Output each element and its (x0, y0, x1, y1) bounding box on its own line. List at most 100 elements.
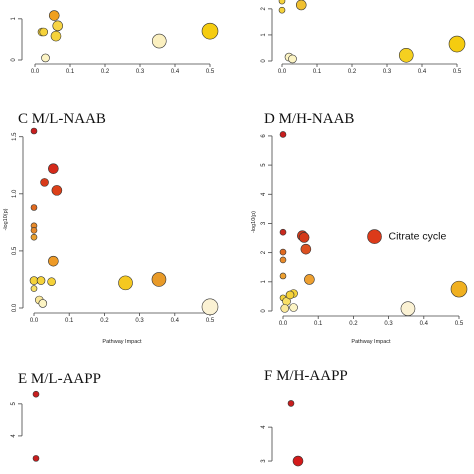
data-point-d (289, 303, 298, 312)
data-point-d (279, 248, 287, 256)
x-tick-label-c: 0.0 (30, 318, 39, 324)
y-tick-label-d: 1 (261, 279, 267, 283)
y-tick-label-b: 2 (261, 7, 267, 11)
data-point-b (398, 47, 414, 63)
x-tick-label-b: 0.1 (313, 69, 322, 75)
data-point-d (279, 272, 287, 280)
y-tick-label-c: 1.0 (12, 189, 18, 198)
data-point-f (292, 455, 304, 467)
panel-c: 0.0 0.5 1.0 1.5 0.0 0.1 0.2 0.3 0.4 0.5 Pathway Im… (3, 127, 219, 345)
y-axis-label-d: -log10(p) (251, 211, 257, 233)
data-point-c (201, 298, 219, 316)
data-point-e (32, 455, 40, 462)
data-point-e (32, 390, 40, 398)
x-tick-label-d: 0.4 (420, 321, 429, 327)
x-tick-label-c: 0.5 (206, 318, 215, 324)
data-point-d (367, 229, 382, 244)
panel-a: 0 1 0.0 0.1 0.2 0.3 0.4 0.5 (11, 10, 219, 75)
data-point-d (304, 274, 315, 285)
x-tick-label-d: 0.5 (455, 321, 464, 327)
y-tick-label-f: 4 (261, 425, 267, 429)
x-tick-label-b: 0.2 (348, 69, 357, 75)
x-tick-label-d: 0.0 (279, 321, 288, 327)
panel-f: 34 (261, 400, 304, 467)
data-point-d (279, 131, 287, 138)
data-point-c (151, 272, 167, 287)
y-tick-label-b: 1 (261, 33, 267, 37)
panel-title-f: F M/H-AAPP (264, 368, 348, 384)
x-tick-label-d: 0.3 (384, 321, 393, 327)
data-point-c (118, 275, 133, 291)
data-point-a (52, 20, 64, 32)
data-point-c (40, 178, 49, 187)
data-point-a (151, 33, 167, 49)
y-tick-label-c: 0.5 (12, 246, 18, 255)
data-point-b (295, 0, 307, 11)
x-axis-label-d: Pathway Impact (351, 339, 391, 345)
data-point-c (51, 185, 63, 196)
data-point-a (48, 10, 60, 21)
y-tick-label-d: 3 (261, 221, 267, 225)
y-tick-label-f: 3 (261, 459, 267, 463)
data-point-a (39, 27, 49, 37)
x-tick-label-d: 0.1 (314, 321, 323, 327)
y-axis-label-c: -log10(p) (3, 208, 9, 230)
data-point-d (400, 301, 416, 316)
panel-e: 45 (11, 390, 40, 462)
data-point-c (30, 285, 38, 292)
y-tick-label-e: 4 (11, 434, 17, 438)
x-tick-label-d: 0.2 (349, 321, 358, 327)
panel-d: 0 1 2 3 4 5 6 0.0 0.1 0.2 0.3 0.4 0.5 Pathway Impact -… (251, 131, 468, 345)
data-point-d (298, 232, 310, 243)
x-tick-label-b: 0.3 (383, 69, 392, 75)
data-point-b (448, 35, 466, 53)
y-tick-label-b: 0 (261, 59, 267, 63)
y-tick-label-c: 0.0 (12, 303, 18, 312)
data-point-a (41, 53, 50, 63)
x-tick-label-c: 0.4 (171, 318, 180, 324)
y-tick-label-e: 5 (11, 402, 17, 406)
panel-title-e: E M/L-AAPP (18, 371, 101, 387)
x-tick-label-a: 0.3 (136, 69, 145, 75)
data-point-c (48, 163, 59, 174)
data-point-c (36, 276, 46, 285)
x-tick-label-c: 0.3 (135, 318, 144, 324)
annotation-d: Citrate cycle (389, 231, 447, 243)
y-tick-label-d: 5 (261, 163, 267, 167)
x-tick-label-b: 0.4 (418, 69, 427, 75)
data-point-a (201, 22, 219, 40)
y-tick-label-a: 0 (11, 58, 17, 62)
data-point-c (48, 255, 59, 267)
data-point-d (279, 256, 287, 264)
data-point-f (287, 400, 295, 407)
data-point-d (285, 290, 295, 300)
x-tick-label-a: 0.5 (206, 69, 215, 75)
y-tick-label-d: 2 (261, 250, 267, 254)
data-point-d (280, 304, 290, 313)
data-point-c (30, 127, 38, 135)
x-tick-label-a: 0.0 (31, 69, 40, 75)
data-point-c (30, 227, 38, 234)
x-tick-label-b: 0.0 (278, 69, 287, 75)
y-tick-label-c: 1.5 (12, 132, 18, 141)
y-tick-label-a: 1 (11, 16, 17, 20)
x-tick-label-c: 0.1 (65, 318, 74, 324)
x-axis-label-c: Pathway Impact (102, 339, 142, 345)
panel-b: 0 1 2 0.0 0.1 0.2 0.3 0.4 0.5 (261, 0, 466, 75)
data-point-c (30, 204, 38, 211)
y-tick-label-d: 6 (261, 134, 267, 138)
x-tick-label-b: 0.5 (453, 69, 462, 75)
data-point-a (50, 30, 62, 42)
x-tick-label-a: 0.2 (101, 69, 110, 75)
x-tick-label-a: 0.4 (171, 69, 180, 75)
data-point-b (278, 0, 286, 5)
data-point-c (38, 299, 48, 308)
data-point-d (300, 243, 312, 255)
panel-title-c: C M/L-NAAB (18, 111, 106, 127)
data-point-d (279, 228, 287, 236)
y-tick-label-d: 4 (261, 192, 267, 196)
data-point-c (47, 277, 56, 287)
data-point-b (278, 6, 286, 14)
